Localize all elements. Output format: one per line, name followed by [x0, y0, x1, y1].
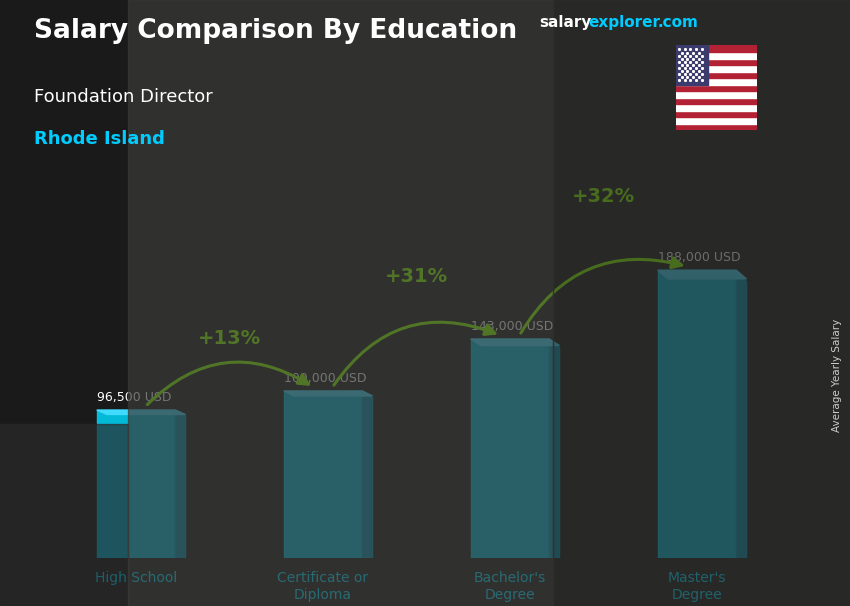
- Polygon shape: [284, 391, 372, 396]
- Bar: [676, 124, 756, 130]
- Text: explorer: explorer: [588, 15, 660, 30]
- Bar: [676, 117, 756, 124]
- Bar: [676, 52, 756, 59]
- Bar: [676, 72, 756, 78]
- Bar: [676, 104, 756, 111]
- Text: Rhode Island: Rhode Island: [34, 130, 165, 148]
- Bar: [0, 424, 128, 606]
- Bar: [552, 0, 850, 606]
- Bar: [676, 59, 756, 65]
- Text: +31%: +31%: [385, 267, 448, 285]
- Bar: [128, 0, 552, 606]
- Polygon shape: [471, 339, 559, 345]
- Bar: [676, 91, 756, 98]
- Bar: [676, 111, 756, 117]
- Polygon shape: [97, 410, 185, 415]
- Text: Salary Comparison By Education: Salary Comparison By Education: [34, 18, 517, 44]
- Bar: [676, 45, 708, 85]
- Text: 96,500 USD: 96,500 USD: [97, 391, 171, 404]
- Polygon shape: [658, 270, 746, 279]
- Text: .com: .com: [657, 15, 698, 30]
- Bar: [676, 65, 756, 72]
- Text: 143,000 USD: 143,000 USD: [471, 319, 553, 333]
- Polygon shape: [362, 391, 372, 558]
- Bar: [676, 85, 756, 91]
- Text: 188,000 USD: 188,000 USD: [658, 251, 740, 264]
- Bar: [676, 78, 756, 85]
- Bar: [676, 98, 756, 104]
- Polygon shape: [175, 410, 185, 558]
- Polygon shape: [549, 339, 559, 558]
- Text: +32%: +32%: [572, 187, 635, 206]
- Text: salary: salary: [540, 15, 592, 30]
- Bar: [97, 410, 175, 558]
- Bar: [284, 391, 362, 558]
- Text: 109,000 USD: 109,000 USD: [284, 371, 366, 385]
- Bar: [471, 339, 549, 558]
- Bar: [658, 270, 736, 558]
- Polygon shape: [736, 270, 746, 558]
- Text: Foundation Director: Foundation Director: [34, 88, 212, 106]
- Text: +13%: +13%: [198, 329, 261, 348]
- Text: Average Yearly Salary: Average Yearly Salary: [832, 319, 842, 432]
- Bar: [676, 45, 756, 52]
